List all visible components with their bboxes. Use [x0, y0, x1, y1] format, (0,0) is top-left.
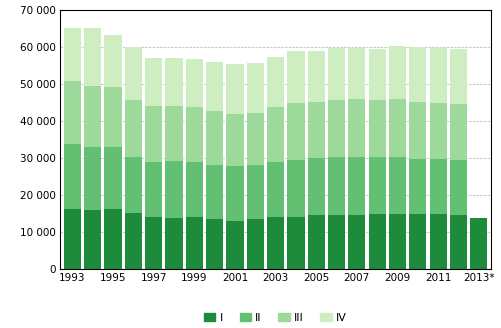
Bar — [328, 100, 345, 157]
Bar — [145, 162, 162, 217]
Bar — [429, 214, 447, 269]
Bar — [267, 57, 284, 107]
Bar — [348, 215, 366, 269]
Bar — [308, 102, 325, 158]
Bar — [185, 107, 203, 162]
Bar — [104, 209, 122, 269]
Bar — [125, 157, 142, 214]
Bar — [328, 48, 345, 100]
Bar — [165, 58, 182, 107]
Bar — [226, 166, 243, 221]
Bar — [389, 99, 406, 157]
Bar — [429, 159, 447, 214]
Bar — [246, 219, 264, 269]
Bar — [287, 104, 305, 160]
Bar — [450, 215, 467, 269]
Bar — [287, 160, 305, 217]
Bar — [165, 161, 182, 218]
Bar — [369, 214, 386, 269]
Bar — [348, 99, 366, 157]
Bar — [328, 215, 345, 269]
Bar — [409, 47, 426, 102]
Bar — [206, 62, 223, 111]
Bar — [104, 35, 122, 87]
Bar — [226, 221, 243, 269]
Bar — [185, 59, 203, 107]
Bar — [409, 102, 426, 159]
Bar — [246, 165, 264, 219]
Bar — [206, 111, 223, 165]
Bar — [125, 214, 142, 269]
Bar — [369, 157, 386, 214]
Bar — [104, 147, 122, 209]
Bar — [84, 86, 101, 147]
Bar — [64, 144, 81, 209]
Bar — [470, 217, 487, 269]
Bar — [450, 104, 467, 160]
Bar — [348, 157, 366, 215]
Bar — [308, 215, 325, 269]
Bar — [409, 159, 426, 214]
Bar — [308, 158, 325, 215]
Bar — [104, 87, 122, 147]
Bar — [145, 58, 162, 106]
Bar — [450, 49, 467, 104]
Bar — [287, 217, 305, 269]
Bar — [369, 49, 386, 100]
Bar — [267, 217, 284, 269]
Bar — [348, 48, 366, 99]
Bar — [84, 147, 101, 210]
Bar — [125, 100, 142, 157]
Bar — [287, 51, 305, 104]
Bar — [267, 107, 284, 162]
Bar — [409, 214, 426, 269]
Bar — [206, 219, 223, 269]
Legend: I, II, III, IV: I, II, III, IV — [200, 308, 351, 327]
Bar — [84, 28, 101, 86]
Bar — [369, 100, 386, 157]
Bar — [246, 63, 264, 113]
Bar — [125, 47, 142, 100]
Bar — [64, 209, 81, 269]
Bar — [226, 114, 243, 166]
Bar — [429, 48, 447, 103]
Bar — [450, 160, 467, 215]
Bar — [145, 106, 162, 162]
Bar — [84, 210, 101, 269]
Bar — [165, 218, 182, 269]
Bar — [429, 103, 447, 159]
Bar — [226, 64, 243, 114]
Bar — [246, 113, 264, 165]
Bar — [185, 162, 203, 217]
Bar — [267, 162, 284, 217]
Bar — [145, 217, 162, 269]
Bar — [389, 157, 406, 214]
Bar — [64, 81, 81, 144]
Bar — [389, 46, 406, 99]
Bar — [308, 51, 325, 102]
Bar — [206, 165, 223, 219]
Bar — [64, 28, 81, 81]
Bar — [389, 214, 406, 269]
Bar — [165, 107, 182, 161]
Bar — [328, 157, 345, 215]
Bar — [185, 217, 203, 269]
